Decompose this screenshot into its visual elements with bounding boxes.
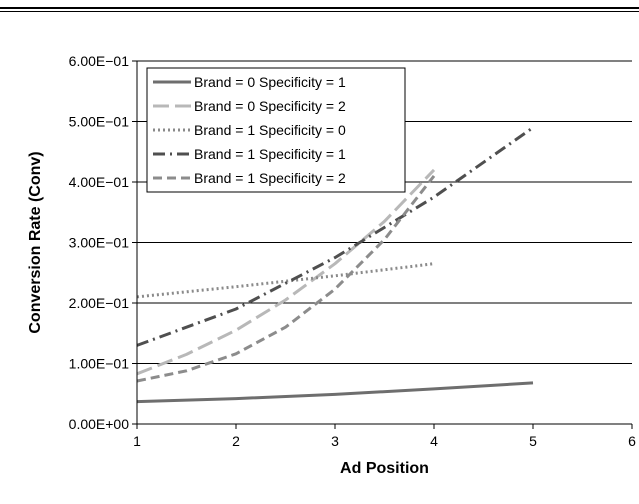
x-tick-label: 6 [628,433,636,449]
x-tick-label: 1 [133,433,141,449]
x-tick-label: 2 [232,433,240,449]
x-tick-label: 4 [430,433,438,449]
axes [132,60,633,429]
legend-label-4: Brand = 1 Specificity = 1 [194,146,346,162]
y-tick-label: 3.00E−01 [69,235,130,251]
legend-label-2: Brand = 0 Specificity = 2 [194,98,346,114]
series-line-3 [136,262,435,299]
series-line-2 [136,168,436,376]
legend-label-5: Brand = 1 Specificity = 2 [194,170,346,186]
top-rule [0,7,639,9]
top-rule-thin [0,11,639,12]
y-tick-label: 6.00E−01 [69,53,130,69]
series-line-4 [136,126,534,347]
legend-label-3: Brand = 1 Specificity = 0 [194,122,346,138]
y-tick-label: 2.00E−01 [69,295,130,311]
series-layer [136,126,534,404]
y-tick-label: 0.00E+00 [69,416,130,432]
x-tick-label: 3 [331,433,339,449]
series-line-5 [136,174,436,383]
y-tick-labels: 0.00E+00 1.00E−01 2.00E−01 3.00E−01 4.00E−01… [69,53,130,432]
y-tick-label: 5.00E−01 [69,114,130,130]
x-axis-label: Ad Position [340,460,429,477]
x-tick-labels: 1 2 3 4 5 6 [133,433,636,449]
series-line-1 [136,381,534,404]
legend-label-1: Brand = 0 Specificity = 1 [194,74,346,90]
legend: Brand = 0 Specificity = 1 Brand = 0 Speci… [146,67,406,193]
y-tick-label: 1.00E−01 [69,356,130,372]
y-axis-label: Conversion Rate (Conv) [27,151,44,333]
y-tick-label: 4.00E−01 [69,174,130,190]
x-tick-label: 5 [529,433,537,449]
